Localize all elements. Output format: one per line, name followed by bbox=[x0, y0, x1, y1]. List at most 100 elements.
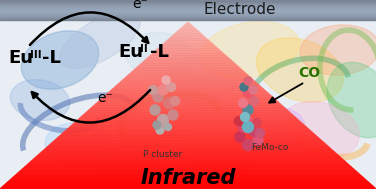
Text: FeMo-co: FeMo-co bbox=[251, 143, 289, 152]
Polygon shape bbox=[177, 30, 199, 32]
Polygon shape bbox=[122, 79, 254, 81]
Polygon shape bbox=[98, 101, 278, 102]
Polygon shape bbox=[109, 91, 267, 92]
Text: e⁻: e⁻ bbox=[132, 0, 148, 11]
Polygon shape bbox=[17, 172, 359, 174]
Ellipse shape bbox=[60, 12, 140, 68]
Text: II: II bbox=[140, 44, 148, 54]
Polygon shape bbox=[21, 169, 355, 171]
Polygon shape bbox=[165, 40, 211, 42]
Polygon shape bbox=[8, 181, 368, 182]
Polygon shape bbox=[130, 72, 246, 74]
Polygon shape bbox=[115, 85, 261, 87]
Text: Infrared: Infrared bbox=[140, 168, 236, 188]
Bar bbox=[0, 14, 376, 15]
Polygon shape bbox=[13, 176, 363, 177]
Circle shape bbox=[249, 86, 257, 94]
Polygon shape bbox=[156, 49, 220, 50]
Polygon shape bbox=[124, 77, 252, 79]
Circle shape bbox=[243, 139, 253, 150]
Polygon shape bbox=[71, 124, 305, 125]
Ellipse shape bbox=[235, 107, 305, 153]
Bar bbox=[0, 8, 376, 9]
Polygon shape bbox=[100, 99, 276, 101]
Polygon shape bbox=[85, 112, 291, 114]
Circle shape bbox=[243, 122, 253, 132]
Polygon shape bbox=[75, 121, 301, 122]
Ellipse shape bbox=[300, 25, 376, 75]
Polygon shape bbox=[135, 67, 241, 69]
Bar bbox=[0, 9, 376, 10]
Polygon shape bbox=[103, 95, 273, 97]
Polygon shape bbox=[58, 136, 318, 137]
Circle shape bbox=[158, 115, 168, 125]
Bar bbox=[0, 19, 376, 20]
Polygon shape bbox=[32, 159, 344, 161]
Polygon shape bbox=[90, 107, 286, 109]
Bar bbox=[0, 13, 376, 14]
Polygon shape bbox=[141, 62, 235, 64]
Polygon shape bbox=[137, 65, 239, 67]
Polygon shape bbox=[34, 157, 342, 159]
Polygon shape bbox=[179, 29, 197, 30]
Polygon shape bbox=[64, 131, 312, 132]
Polygon shape bbox=[184, 24, 192, 25]
Polygon shape bbox=[105, 94, 271, 95]
Ellipse shape bbox=[92, 137, 168, 183]
Polygon shape bbox=[15, 174, 361, 176]
Polygon shape bbox=[60, 134, 316, 136]
Bar bbox=[0, 6, 376, 7]
Polygon shape bbox=[0, 187, 376, 189]
Bar bbox=[0, 3, 376, 4]
Polygon shape bbox=[139, 64, 237, 65]
Polygon shape bbox=[186, 22, 190, 24]
Bar bbox=[0, 2, 376, 3]
Ellipse shape bbox=[125, 32, 195, 78]
Circle shape bbox=[244, 77, 252, 85]
Polygon shape bbox=[180, 27, 196, 29]
Polygon shape bbox=[117, 84, 259, 85]
Polygon shape bbox=[175, 32, 201, 34]
Polygon shape bbox=[143, 60, 233, 62]
Polygon shape bbox=[152, 52, 224, 54]
Circle shape bbox=[158, 85, 168, 95]
Polygon shape bbox=[92, 105, 284, 107]
Ellipse shape bbox=[161, 54, 239, 106]
Polygon shape bbox=[6, 182, 370, 184]
Circle shape bbox=[167, 83, 176, 91]
Text: -L: -L bbox=[150, 43, 169, 61]
Bar bbox=[0, 11, 376, 12]
Polygon shape bbox=[79, 117, 297, 119]
Circle shape bbox=[170, 97, 179, 105]
Polygon shape bbox=[86, 111, 290, 112]
Bar bbox=[0, 18, 376, 19]
Text: CO: CO bbox=[298, 66, 320, 80]
Polygon shape bbox=[51, 142, 325, 144]
Polygon shape bbox=[164, 42, 212, 44]
Circle shape bbox=[253, 135, 263, 145]
Polygon shape bbox=[55, 139, 321, 141]
Circle shape bbox=[238, 98, 247, 108]
Polygon shape bbox=[128, 74, 248, 75]
Polygon shape bbox=[162, 44, 214, 45]
Circle shape bbox=[243, 116, 253, 126]
Polygon shape bbox=[133, 69, 243, 70]
Polygon shape bbox=[81, 115, 295, 117]
Polygon shape bbox=[19, 171, 357, 172]
Circle shape bbox=[168, 110, 178, 120]
Circle shape bbox=[149, 85, 158, 94]
Circle shape bbox=[164, 98, 174, 108]
Bar bbox=[0, 5, 376, 6]
Polygon shape bbox=[149, 55, 227, 57]
Circle shape bbox=[256, 129, 264, 138]
Circle shape bbox=[150, 105, 160, 115]
Circle shape bbox=[165, 123, 171, 130]
Polygon shape bbox=[66, 129, 310, 131]
Polygon shape bbox=[167, 39, 209, 40]
Ellipse shape bbox=[327, 62, 376, 138]
Polygon shape bbox=[23, 167, 353, 169]
Bar bbox=[0, 15, 376, 16]
Polygon shape bbox=[41, 151, 335, 152]
Polygon shape bbox=[171, 35, 205, 37]
Polygon shape bbox=[107, 92, 269, 94]
